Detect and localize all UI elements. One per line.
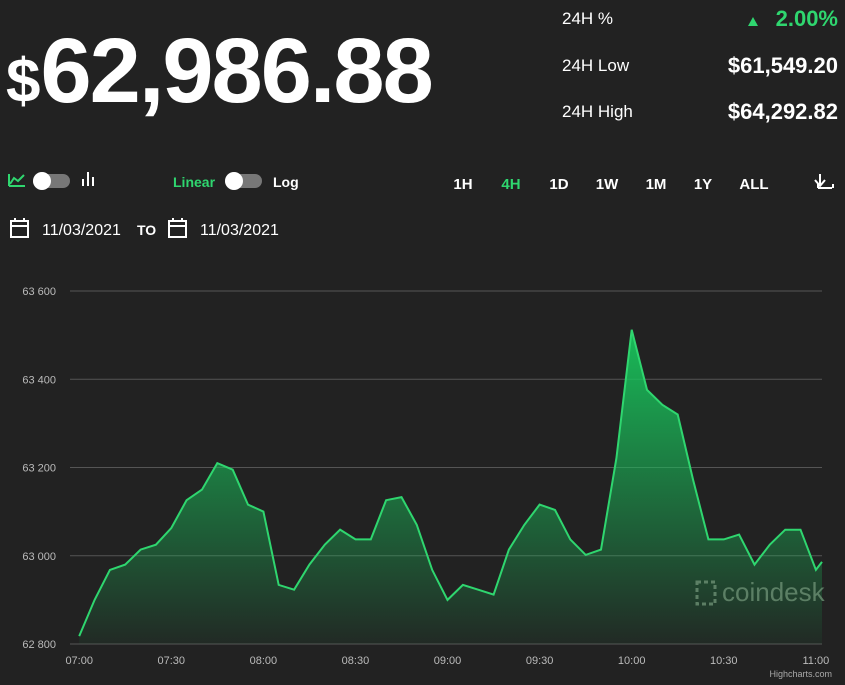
range-button[interactable]: 1W: [596, 176, 619, 193]
chart: 62 800 63 000 63 200 63 400 63 600 07:00 07:30…: [22, 286, 829, 667]
range-button[interactable]: ALL: [739, 176, 768, 193]
chart-type-toggle[interactable]: [8, 172, 94, 190]
range-button[interactable]: 1M: [646, 176, 667, 193]
price-value: 62,986.88: [40, 20, 431, 122]
watermark-logo: [695, 580, 717, 606]
stat-label: 24H High: [562, 102, 633, 121]
download-button[interactable]: [814, 174, 834, 189]
range-button[interactable]: 1Y: [694, 176, 712, 193]
calendar-icon[interactable]: [10, 218, 29, 238]
price: $62,986.88: [6, 20, 432, 122]
x-tick-label: 08:30: [342, 655, 370, 667]
x-tick-label: 10:30: [710, 655, 738, 667]
x-tick-label: 08:00: [250, 655, 278, 667]
y-tick-label: 62 800: [22, 639, 56, 651]
date-to[interactable]: 11/03/2021: [200, 222, 279, 239]
stat-label: 24H Low: [562, 56, 630, 75]
area: [79, 329, 822, 644]
date-separator: TO: [137, 222, 156, 238]
stat-value: $64,292.82: [728, 99, 838, 124]
up-arrow: [748, 17, 758, 26]
range-button[interactable]: 4H: [501, 176, 520, 193]
y-tick-label: 63 400: [22, 374, 56, 386]
calendar-icon[interactable]: [168, 218, 187, 238]
x-tick-label: 07:00: [65, 655, 93, 667]
x-tick-label: 09:30: [526, 655, 554, 667]
line: [78, 329, 823, 637]
scale-toggle[interactable]: [225, 172, 262, 190]
date-from[interactable]: 11/03/2021: [42, 222, 121, 239]
x-tick-label: 11:00: [803, 655, 830, 667]
scale-linear[interactable]: Linear: [173, 174, 216, 190]
range-button[interactable]: 1D: [549, 176, 568, 193]
stat-value: $61,549.20: [728, 53, 838, 78]
y-tick-label: 63 000: [22, 551, 56, 563]
y-tick-label: 63 600: [22, 286, 56, 298]
watermark: coindesk: [722, 577, 826, 607]
scale-log[interactable]: Log: [273, 174, 299, 190]
credit: Highcharts.com: [769, 669, 832, 679]
stat-value: 2.00%: [776, 6, 838, 31]
y-tick-label: 63 200: [22, 463, 56, 475]
stat-label: 24H %: [562, 9, 613, 28]
currency: $: [6, 47, 40, 116]
range-button[interactable]: 1H: [453, 176, 472, 193]
x-tick-label: 10:00: [618, 655, 646, 667]
x-tick-label: 09:00: [434, 655, 462, 667]
x-tick-label: 07:30: [158, 655, 186, 667]
